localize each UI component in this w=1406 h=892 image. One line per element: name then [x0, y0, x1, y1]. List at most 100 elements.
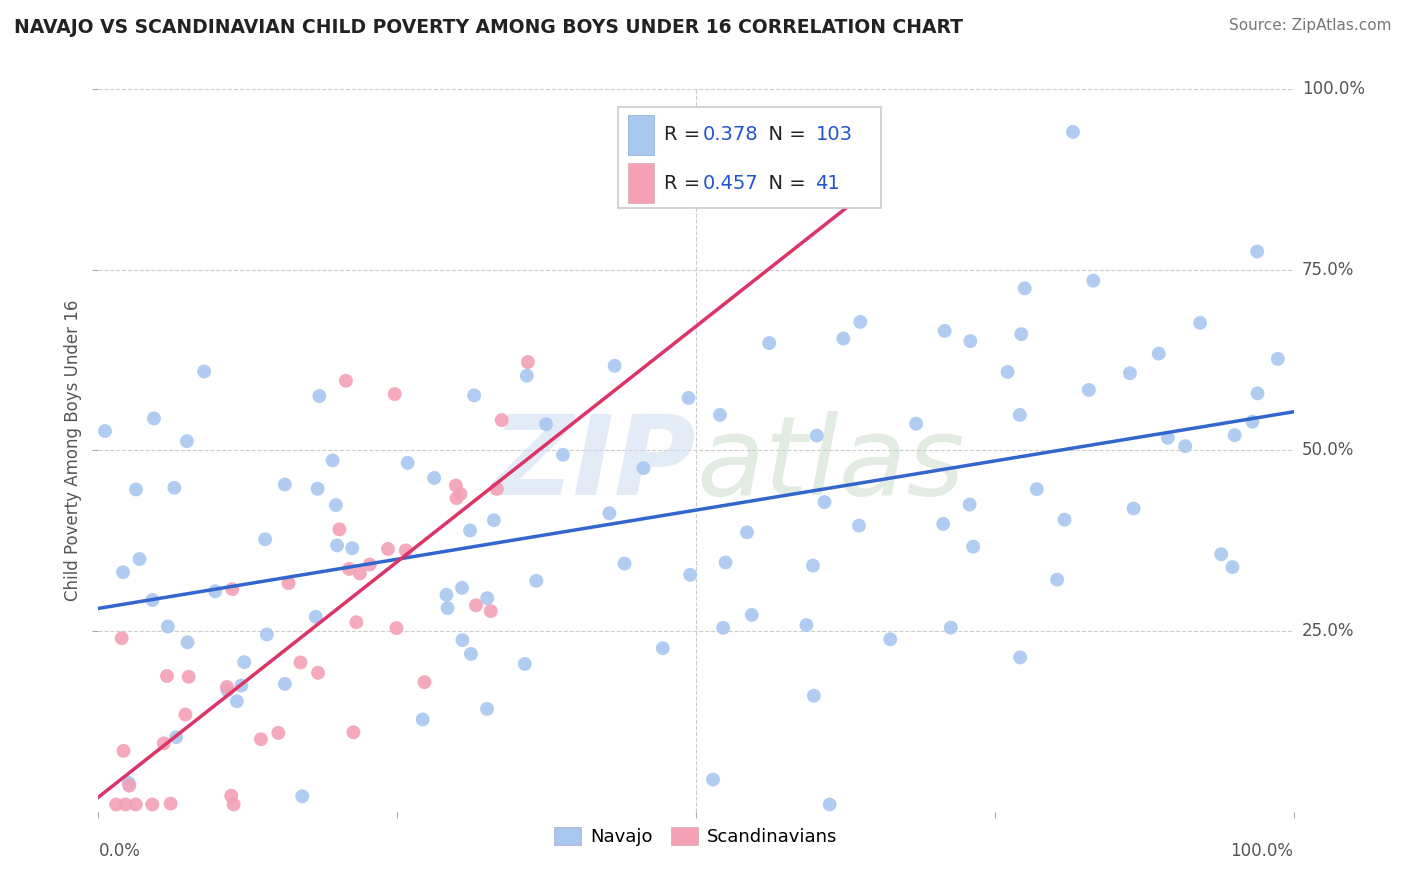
- Point: [174, 707, 197, 722]
- Point: [1010, 650, 1032, 665]
- Bar: [628, 163, 654, 203]
- Text: 100.0%: 100.0%: [1230, 842, 1294, 860]
- Point: [328, 522, 350, 536]
- Point: [125, 797, 148, 812]
- Point: [1025, 482, 1047, 496]
- Point: [290, 656, 312, 670]
- Point: [932, 516, 955, 531]
- Point: [1157, 431, 1180, 445]
- Text: NAVAJO VS SCANDINAVIAN CHILD POVERTY AMONG BOYS UNDER 16 CORRELATION CHART: NAVAJO VS SCANDINAVIAN CHILD POVERTY AMO…: [14, 18, 963, 37]
- Point: [111, 631, 134, 645]
- Text: N =: N =: [756, 174, 811, 193]
- Text: 103: 103: [815, 125, 852, 145]
- Point: [396, 456, 419, 470]
- Point: [939, 621, 962, 635]
- Point: [142, 411, 165, 425]
- Point: [879, 632, 901, 647]
- Point: [465, 599, 488, 613]
- Point: [413, 675, 436, 690]
- Point: [446, 491, 468, 505]
- Text: R =: R =: [664, 125, 706, 145]
- Point: [962, 540, 984, 554]
- Y-axis label: Child Poverty Among Boys Under 16: Child Poverty Among Boys Under 16: [63, 300, 82, 601]
- Point: [603, 359, 626, 373]
- Point: [1083, 274, 1105, 288]
- Point: [803, 689, 825, 703]
- Point: [342, 725, 364, 739]
- Text: 41: 41: [815, 174, 841, 193]
- Point: [436, 601, 458, 615]
- Point: [163, 481, 186, 495]
- Point: [516, 368, 538, 383]
- Point: [551, 448, 574, 462]
- Point: [94, 424, 117, 438]
- Point: [219, 789, 242, 803]
- Point: [818, 797, 841, 812]
- Point: [1010, 327, 1032, 342]
- Point: [274, 477, 297, 491]
- Point: [344, 615, 367, 630]
- Point: [256, 627, 278, 641]
- Point: [534, 417, 557, 432]
- Point: [460, 647, 482, 661]
- Point: [1014, 281, 1036, 295]
- Point: [813, 495, 835, 509]
- Point: [482, 513, 505, 527]
- Point: [934, 324, 956, 338]
- Point: [111, 566, 134, 580]
- Point: [1223, 428, 1246, 442]
- Point: [450, 487, 472, 501]
- Point: [709, 408, 731, 422]
- Point: [152, 736, 174, 750]
- Point: [1062, 125, 1084, 139]
- Point: [758, 336, 780, 351]
- Point: [997, 365, 1019, 379]
- Point: [291, 789, 314, 804]
- Point: [714, 556, 737, 570]
- Point: [395, 543, 418, 558]
- Point: [485, 482, 508, 496]
- Text: 0.0%: 0.0%: [98, 842, 141, 860]
- Point: [848, 518, 870, 533]
- Point: [475, 702, 498, 716]
- Point: [233, 655, 256, 669]
- Point: [451, 581, 474, 595]
- Point: [1246, 244, 1268, 259]
- Point: [193, 364, 215, 378]
- Point: [479, 604, 502, 618]
- Point: [463, 388, 485, 402]
- Point: [1046, 573, 1069, 587]
- Point: [222, 797, 245, 812]
- Point: [141, 593, 163, 607]
- Point: [176, 635, 198, 649]
- Point: [959, 498, 981, 512]
- Point: [436, 588, 458, 602]
- Point: [598, 506, 620, 520]
- Point: [678, 391, 700, 405]
- Legend: Navajo, Scandinavians: Navajo, Scandinavians: [547, 820, 845, 854]
- Point: [307, 665, 329, 680]
- Text: Source: ZipAtlas.com: Source: ZipAtlas.com: [1229, 18, 1392, 33]
- Point: [217, 683, 239, 698]
- Text: 0.457: 0.457: [703, 174, 759, 193]
- Text: 100.0%: 100.0%: [1302, 80, 1365, 98]
- Point: [477, 591, 499, 606]
- Point: [1189, 316, 1212, 330]
- Point: [128, 552, 150, 566]
- Point: [796, 618, 818, 632]
- Point: [156, 669, 179, 683]
- Point: [308, 389, 330, 403]
- Point: [1008, 408, 1031, 422]
- Point: [118, 776, 141, 790]
- Point: [1174, 439, 1197, 453]
- Point: [159, 797, 181, 811]
- Point: [221, 582, 243, 596]
- FancyBboxPatch shape: [619, 107, 882, 209]
- Point: [322, 453, 344, 467]
- Point: [112, 744, 135, 758]
- Point: [741, 607, 763, 622]
- Text: N =: N =: [756, 125, 811, 145]
- Point: [274, 677, 297, 691]
- Point: [412, 713, 434, 727]
- Text: 50.0%: 50.0%: [1302, 442, 1354, 459]
